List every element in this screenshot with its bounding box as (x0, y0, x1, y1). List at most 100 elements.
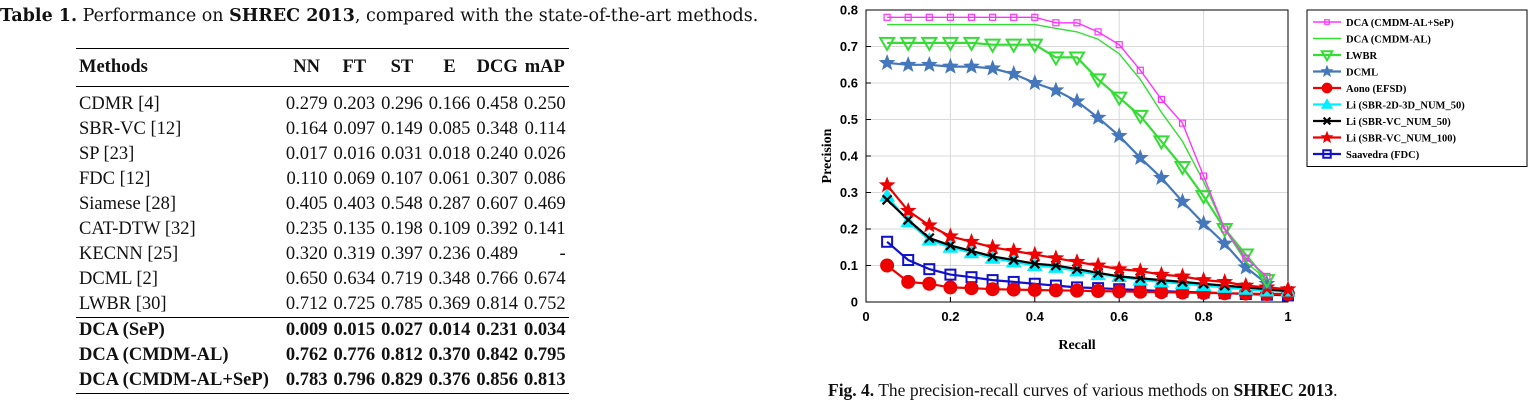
data-point (920, 36, 939, 52)
value-cell: 0.320 (285, 244, 328, 264)
method-cell: Siamese [28] (79, 194, 177, 214)
data-point (1152, 135, 1171, 151)
data-point (1070, 283, 1084, 298)
data-point (942, 227, 959, 244)
series-line (887, 16, 1268, 277)
data-point (881, 235, 894, 248)
method-cell: SBR-VC [12] (79, 119, 182, 139)
data-point (881, 194, 893, 206)
data-point (941, 57, 959, 74)
table-caption: Table 1. Performance on SHREC 2013, comp… (0, 6, 758, 26)
method-cell: DCA (SeP) (76, 317, 283, 343)
value-cell: 0.785 (381, 294, 423, 314)
legend-item: Li (SBR-VC_NUM_50) (1313, 117, 1451, 128)
legend-label: Aono (EFSD) (1346, 84, 1407, 95)
legend-label: LWBR (1346, 51, 1378, 62)
data-point (920, 55, 938, 72)
data-point (1112, 284, 1127, 299)
legend-label: Li (SBR-VC_NUM_100) (1346, 133, 1456, 144)
data-point (880, 258, 895, 273)
data-point (1242, 254, 1250, 262)
data-point (1110, 260, 1128, 277)
data-point (1216, 234, 1234, 251)
method-cell: LWBR [30] (79, 294, 167, 314)
data-point (987, 251, 998, 262)
value-cell: 0.109 (428, 219, 471, 239)
legend-item: Saavedra (FDC) (1313, 149, 1420, 161)
data-point (925, 13, 933, 21)
data-point (1026, 38, 1044, 54)
data-point (902, 214, 914, 226)
data-point (1027, 282, 1042, 297)
y-tick-label: 0.1 (840, 258, 858, 273)
data-point (946, 13, 954, 21)
legend-box (1306, 9, 1528, 167)
value-cell: 0.018 (428, 144, 471, 164)
y-tick-label: 0.4 (840, 149, 859, 164)
x-axis-label: Recall (1058, 338, 1095, 353)
value-cell: 0.812 (381, 345, 423, 365)
data-point-stroke (1029, 258, 1041, 269)
data-point (1047, 81, 1065, 98)
value-cell: 0.403 (333, 194, 376, 214)
data-point (1005, 65, 1023, 81)
data-point-stroke (881, 194, 893, 206)
data-point (1026, 245, 1044, 262)
value-cell: 0.458 (476, 94, 518, 114)
figure-caption-text-prefix: The precision-recall curves of various m… (874, 380, 1234, 400)
data-point (1153, 169, 1170, 186)
value-cell: 0.086 (523, 169, 566, 189)
data-point (1052, 19, 1060, 27)
data-point (1324, 19, 1330, 25)
table-row: DCA (CMDM-AL+SeP) 0.783 0.796 0.829 0.376 0.8… (76, 368, 569, 394)
data-point (1174, 192, 1191, 209)
value-cell: 0.164 (285, 119, 328, 139)
data-point-stroke (1322, 116, 1332, 126)
table-row: DCML [2] 0.650 0.634 0.719 0.348 0.766 0.674 (76, 267, 569, 292)
header-e: E (425, 48, 474, 87)
value-cell: 0.813 (520, 368, 569, 394)
data-point (1068, 51, 1086, 67)
method-cell: DCA (CMDM-AL+SeP) (76, 368, 283, 394)
data-point (923, 263, 936, 276)
value-cell: 0.776 (333, 345, 376, 365)
data-point (1010, 13, 1018, 21)
data-point (1173, 160, 1192, 176)
data-point (1068, 92, 1086, 109)
y-tick-label: 0.3 (840, 185, 858, 200)
data-point-stroke (1008, 254, 1019, 266)
data-point (904, 13, 912, 21)
y-tick-label: 0.7 (840, 39, 858, 54)
data-point (1073, 19, 1081, 27)
value-cell: 0.015 (330, 317, 379, 343)
table-row: LWBR [30] 0.712 0.725 0.785 0.369 0.814 0.752 (76, 292, 569, 318)
table-panel: Table 1. Performance on SHREC 2013, comp… (0, 6, 758, 394)
series-7 (878, 176, 1297, 297)
value-cell: 0.674 (523, 269, 566, 289)
data-point (1026, 74, 1044, 91)
data-point (1320, 50, 1334, 63)
data-point (1194, 190, 1213, 206)
data-point (1047, 51, 1065, 67)
value-cell: 0.296 (381, 94, 423, 114)
data-point (1131, 148, 1149, 165)
data-point (922, 276, 937, 291)
data-point (1320, 64, 1334, 78)
data-point (1136, 66, 1144, 74)
value-cell: 0.405 (285, 194, 328, 214)
data-point (1089, 73, 1107, 89)
data-point (1322, 149, 1332, 159)
header-nn: NN (282, 48, 331, 87)
data-point (902, 254, 915, 267)
value-cell: 0.829 (378, 368, 426, 394)
data-point (1031, 13, 1039, 21)
legend-item: Li (SBR-2D-3D_NUM_50) (1313, 98, 1465, 111)
series-0 (883, 13, 1271, 281)
data-point-stroke (987, 251, 998, 262)
data-point (943, 280, 958, 295)
data-point (1089, 108, 1107, 125)
value-cell: 0.814 (476, 294, 518, 314)
data-point (963, 57, 980, 74)
data-point (1200, 172, 1208, 180)
legend-label: Li (SBR-VC_NUM_50) (1346, 117, 1451, 128)
